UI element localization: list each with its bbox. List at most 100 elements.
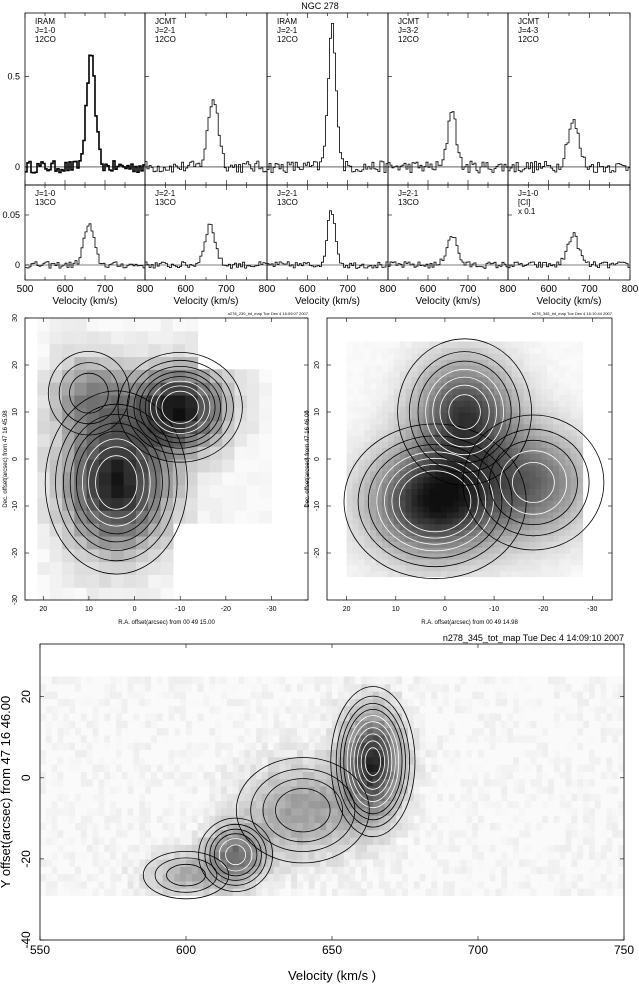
map-pixel — [460, 771, 467, 780]
map-pixel — [470, 406, 477, 413]
map-pixel — [547, 376, 554, 384]
map-pixel — [226, 771, 234, 780]
map-pixel — [558, 535, 566, 542]
map-pixel — [45, 807, 53, 816]
map-pixel — [417, 470, 424, 478]
map-pixel — [221, 712, 228, 721]
map-pixel — [518, 888, 526, 896]
map-pixel — [494, 564, 501, 572]
map-pixel — [226, 698, 234, 707]
map-pixel — [541, 547, 548, 554]
map-pixel — [69, 720, 76, 729]
y-tick-label: 20 — [314, 361, 321, 369]
map-pixel — [226, 734, 234, 743]
map-pixel — [594, 712, 602, 721]
map-pixel — [482, 541, 489, 548]
map-pixel — [577, 807, 584, 816]
map-pixel — [513, 880, 520, 889]
map-pixel — [273, 712, 281, 721]
map-pixel — [180, 851, 187, 860]
map-pixel — [618, 837, 625, 845]
map-pixel — [393, 429, 401, 437]
map-pixel — [232, 837, 240, 845]
map-pixel — [364, 359, 371, 366]
map-pixel — [162, 793, 170, 802]
map-pixel — [464, 459, 472, 466]
map-pixel — [256, 756, 263, 765]
map-pixel — [529, 400, 536, 407]
map-pixel — [411, 558, 419, 566]
map-pixel — [478, 880, 485, 889]
map-pixel — [407, 727, 415, 736]
map-pixel — [168, 880, 175, 889]
map-pixel — [273, 734, 281, 743]
map-pixel — [172, 484, 186, 499]
map-pixel — [577, 844, 584, 853]
map-pixel — [618, 829, 625, 838]
map-pixel — [405, 558, 413, 566]
map-pixel — [476, 400, 483, 407]
map-pixel — [529, 500, 536, 507]
map-pixel — [396, 785, 403, 794]
map-pixel — [346, 558, 354, 566]
map-pixel — [541, 517, 548, 525]
map-pixel — [530, 822, 537, 831]
map-pixel — [133, 822, 140, 831]
map-pixel — [244, 851, 251, 860]
map-pixel — [442, 807, 450, 816]
map-pixel — [86, 734, 94, 743]
map-pixel — [156, 749, 164, 758]
map-pixel — [472, 851, 479, 860]
y-tick-label: 0.5 — [7, 71, 20, 81]
map-pixel — [92, 734, 99, 743]
map-pixel — [156, 807, 164, 816]
map-pixel — [393, 494, 401, 501]
map-pixel — [261, 851, 269, 860]
map-pixel — [511, 347, 519, 354]
map-pixel — [483, 866, 491, 875]
map-pixel — [576, 511, 584, 519]
map-pixel — [536, 727, 543, 736]
map-pixel — [346, 570, 354, 578]
map-pixel — [570, 359, 578, 366]
map-pixel — [452, 553, 460, 560]
map-pixel — [104, 734, 111, 743]
map-pixel — [226, 712, 234, 721]
map-pixel — [553, 441, 560, 448]
map-pixel — [553, 720, 561, 729]
map-pixel — [570, 535, 578, 542]
map-pixel — [565, 873, 573, 882]
map-pixel — [352, 412, 360, 419]
map-pixel — [238, 712, 245, 721]
map-pixel — [476, 541, 483, 548]
map-pixel — [234, 433, 248, 447]
map-pixel — [74, 561, 88, 575]
spectrum-label: JCMT — [518, 17, 539, 26]
map-pixel — [399, 447, 407, 454]
map-pixel — [111, 510, 125, 524]
map-pixel — [464, 541, 472, 548]
map-pixel — [423, 541, 430, 548]
map-pixel — [358, 441, 365, 448]
map-pixel — [417, 517, 424, 525]
map-pixel — [98, 880, 105, 889]
map-pixel — [399, 365, 407, 372]
map-pixel — [86, 720, 94, 729]
map-pixel — [452, 517, 460, 525]
y-axis-label: Dec. offset(arcsec) from 47 16 46.00 — [305, 410, 311, 508]
map-pixel — [256, 851, 263, 860]
map-pixel — [576, 447, 584, 454]
map-pixel — [320, 880, 327, 889]
map-pixel — [261, 800, 269, 809]
map-pixel — [92, 807, 99, 816]
map-pixel — [376, 541, 383, 548]
map-pixel — [390, 734, 397, 743]
map-pixel — [399, 370, 407, 378]
map-pixel — [570, 523, 578, 531]
map-pixel — [583, 742, 590, 751]
map-pixel — [494, 359, 501, 366]
map-pixel — [564, 429, 572, 437]
x-tick-label: 700 — [339, 284, 356, 295]
map-pixel — [452, 447, 460, 454]
map-pixel — [186, 851, 193, 860]
